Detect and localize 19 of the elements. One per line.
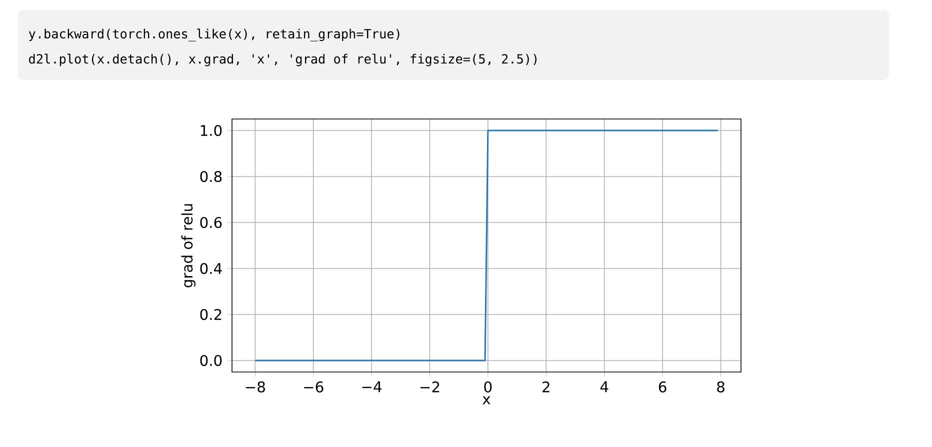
x-tick-label: 4 [600,381,608,392]
x-tick-label: 8 [717,381,724,392]
x-tick-label: −8 [246,381,265,392]
y-tick-label: 0.2 [200,308,222,320]
y-tick-label: 0.4 [200,262,222,274]
y-tick-label: 1.0 [200,124,222,136]
x-tick-label: 2 [542,381,550,392]
x-tick-label: −2 [420,381,440,392]
y-axis-title: grad of relu [181,204,196,288]
y-tick-label: 0.8 [200,170,222,182]
x-tick-label: −4 [362,381,382,392]
x-axis-title: x [482,396,490,404]
x-tick-label: 0 [484,381,492,392]
x-tick-label: 6 [658,381,666,392]
text: y.backward(torch.ones_like(x), retain_graph=True) [28,28,400,42]
y-tick-label: 0.6 [200,216,222,228]
text: d2l.plot(x.detach(), x.grad, 'x', 'grad of relu', figsize=(5, 2.5)) [29,54,537,66]
x-tick-label: −6 [304,381,324,392]
y-tick-label: 0.0 [200,354,222,366]
